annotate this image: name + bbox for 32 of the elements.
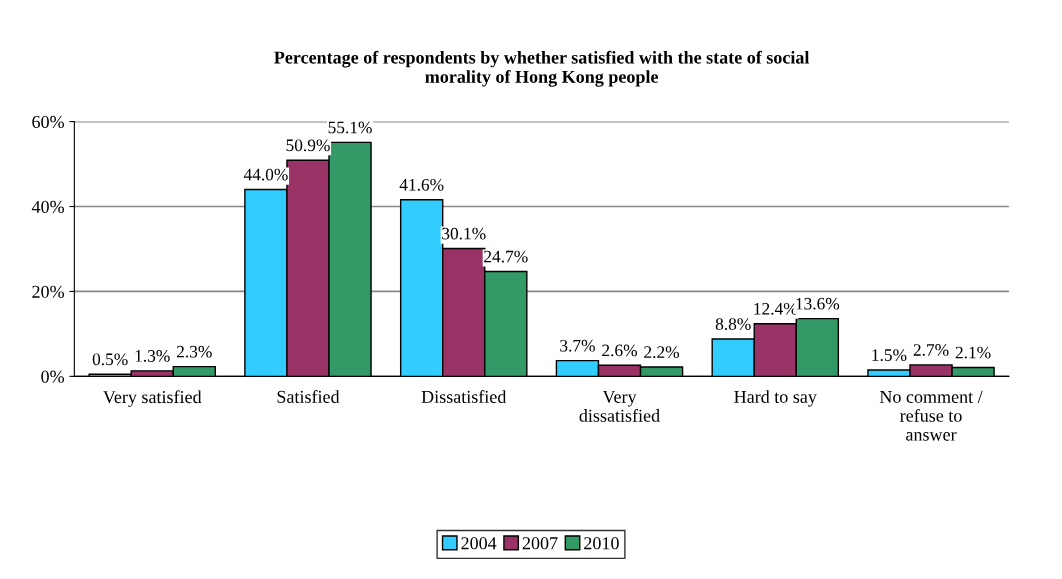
y-tick-label: 0% xyxy=(41,370,64,383)
legend-label: 2007 xyxy=(522,537,558,550)
data-label: 1.5% xyxy=(872,349,907,361)
x-tick-label: Very dissatisfied xyxy=(579,390,660,422)
x-tick-label: Dissatisfied xyxy=(421,390,507,403)
data-label: 12.4% xyxy=(754,302,798,315)
data-label: 1.3% xyxy=(135,350,170,362)
data-label: 24.7% xyxy=(484,250,528,263)
y-tick-label: 40% xyxy=(31,200,64,214)
data-label: 2.6% xyxy=(602,344,637,357)
data-label: 2.7% xyxy=(913,344,949,356)
data-label: 13.6% xyxy=(796,297,840,310)
chart-title: Percentage of respondents by whether satisfied with the state of social morality of Hong Kong people xyxy=(274,50,810,87)
x-tick-label: Hard to say xyxy=(734,390,817,407)
y-tick-label: 60% xyxy=(32,115,64,129)
data-label: 3.7% xyxy=(560,339,595,352)
data-label: 8.8% xyxy=(715,318,751,330)
data-label: 50.9% xyxy=(286,139,330,152)
data-label: 2.3% xyxy=(176,345,212,358)
data-label: 2.2% xyxy=(644,346,680,358)
data-label: 2.1% xyxy=(955,346,991,359)
data-label: 41.6% xyxy=(399,178,444,191)
data-label: 55.1% xyxy=(328,121,372,134)
x-tick-label: Very satisfied xyxy=(103,390,202,407)
y-tick-label: 20% xyxy=(32,285,64,298)
data-label: 30.1% xyxy=(442,227,486,240)
x-tick-label: No comment / refuse to answer xyxy=(879,390,983,441)
x-tick-label: Satisfied xyxy=(277,390,340,403)
data-label: 44.0% xyxy=(243,168,288,181)
data-label: 0.5% xyxy=(92,353,128,366)
legend-label: 2010 xyxy=(584,537,619,550)
legend-label: 2004 xyxy=(461,537,497,550)
